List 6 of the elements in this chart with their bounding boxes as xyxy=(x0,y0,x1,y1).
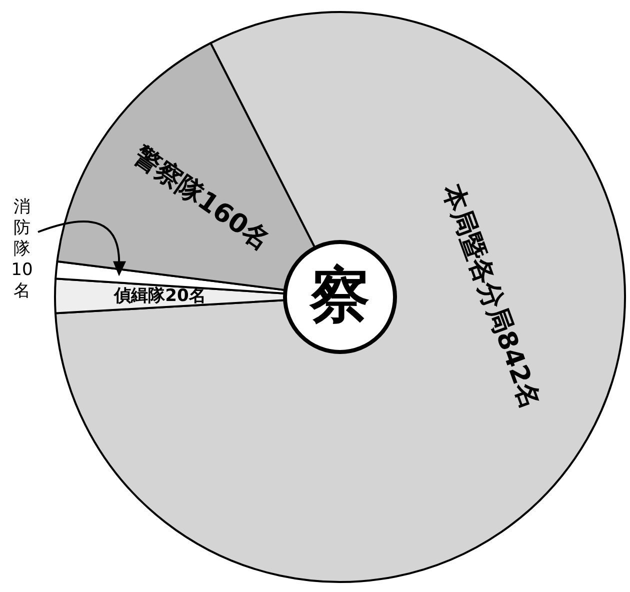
slice-label: 消防隊 xyxy=(14,197,30,259)
slice-label: 本局暨各分局842名 xyxy=(436,180,546,413)
slice-label: 警察隊160名 xyxy=(127,140,275,256)
data-label: 10名 xyxy=(11,260,33,301)
slice-label: 偵緝隊20名 xyxy=(113,286,206,306)
text: 察 xyxy=(309,260,370,330)
